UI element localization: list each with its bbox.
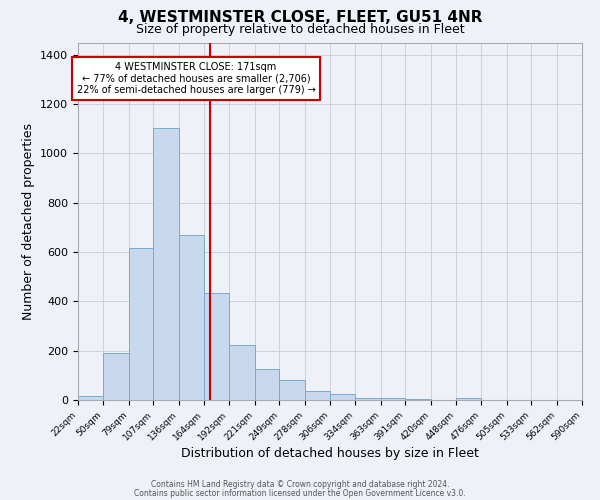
Bar (305, 392, 330, 400)
Bar (204, 293, 229, 400)
Text: 4 WESTMINSTER CLOSE: 171sqm
← 77% of detached houses are smaller (2,706)
22% of : 4 WESTMINSTER CLOSE: 171sqm ← 77% of det… (77, 62, 316, 96)
Bar (406, 399, 431, 400)
Bar (179, 235, 204, 400)
X-axis label: Distribution of detached houses by size in Fleet: Distribution of detached houses by size … (181, 448, 479, 460)
Bar (103, 353, 128, 400)
Bar (78, 396, 103, 400)
Y-axis label: Number of detached properties: Number of detached properties (22, 122, 35, 320)
Bar (280, 380, 305, 400)
Text: Contains HM Land Registry data © Crown copyright and database right 2024.: Contains HM Land Registry data © Crown c… (151, 480, 449, 489)
Bar (380, 398, 406, 400)
Bar (128, 248, 154, 400)
Bar (330, 394, 355, 400)
Bar (254, 369, 280, 400)
Bar (229, 344, 254, 400)
Text: 4, WESTMINSTER CLOSE, FLEET, GU51 4NR: 4, WESTMINSTER CLOSE, FLEET, GU51 4NR (118, 10, 482, 25)
Bar (355, 398, 380, 400)
Bar (154, 128, 179, 400)
Text: Contains public sector information licensed under the Open Government Licence v3: Contains public sector information licen… (134, 489, 466, 498)
Text: Size of property relative to detached houses in Fleet: Size of property relative to detached ho… (136, 22, 464, 36)
Bar (456, 398, 481, 400)
